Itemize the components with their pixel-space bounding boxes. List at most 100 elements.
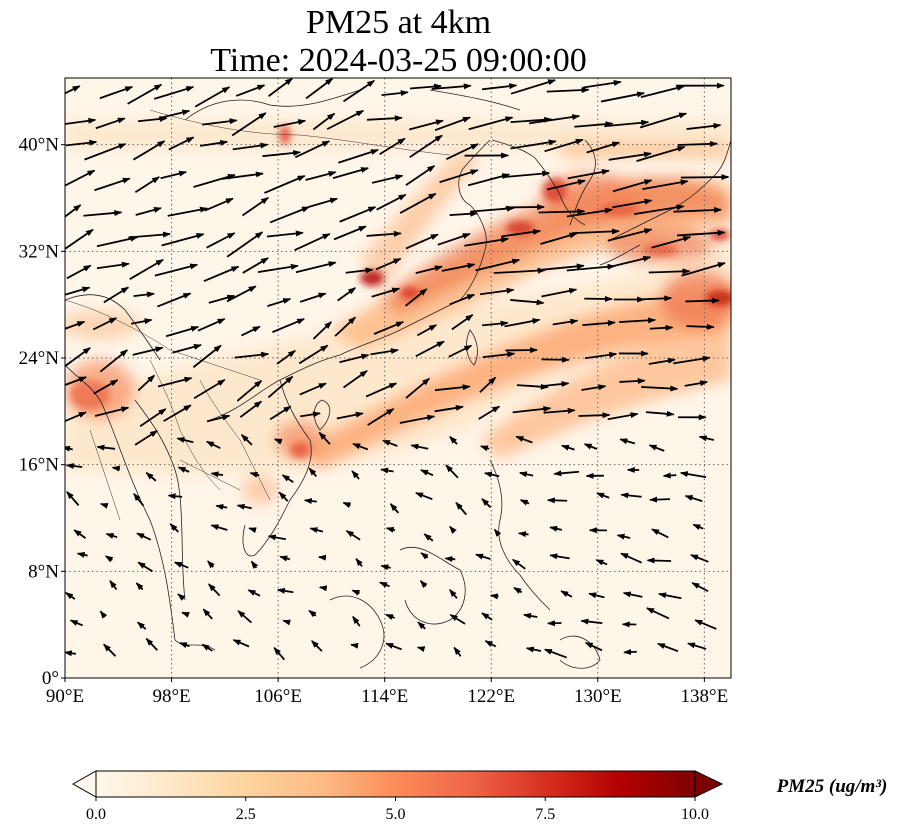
wind-arrow-165 <box>504 318 541 328</box>
wind-arrow-211 <box>139 408 167 428</box>
wind-arrow-153 <box>92 317 118 331</box>
wind-arrow-330 <box>318 585 328 592</box>
wind-arrow-45 <box>294 140 331 159</box>
wind-arrow-178 <box>298 344 329 365</box>
wind-arrow-275 <box>389 503 400 514</box>
wind-arrow-6 <box>268 78 293 97</box>
wind-arrow-70 <box>502 170 551 179</box>
wind-arrow-40 <box>132 140 166 161</box>
wind-arrow-248 <box>111 465 121 472</box>
wind-arrow-215 <box>269 405 292 421</box>
wind-arrow-250 <box>177 466 190 473</box>
wind-arrow-333 <box>419 580 428 589</box>
wind-arrow-282 <box>620 492 642 499</box>
wind-arrow-363 <box>145 637 158 651</box>
wind-arrow-35 <box>604 119 650 128</box>
wind-arrow-5 <box>235 84 266 97</box>
wind-arrow-253 <box>281 474 294 484</box>
wind-arrow-66 <box>371 174 404 184</box>
wind-arrow-122 <box>345 267 374 274</box>
wind-arrow-141 <box>337 287 357 302</box>
wind-arrow-159 <box>312 321 332 340</box>
lat-tick-label-0: 0° <box>42 668 59 689</box>
wind-arrow-175 <box>192 344 222 368</box>
wind-arrow-348 <box>282 619 291 626</box>
wind-arrow-268 <box>133 492 145 507</box>
wind-arrow-186 <box>584 351 618 360</box>
wind-arrow-54 <box>608 151 653 161</box>
wind-arrow-314 <box>420 552 429 560</box>
wind-arrow-24 <box>231 112 267 137</box>
wind-arrow-267 <box>99 502 109 509</box>
wind-arrow-236 <box>352 443 369 451</box>
wind-arrow-22 <box>158 109 191 120</box>
wind-arrow-321 <box>646 557 672 564</box>
wind-arrow-327 <box>208 583 221 597</box>
wind-arrow-279 <box>519 499 530 506</box>
wind-arrow-255 <box>351 470 360 480</box>
wind-arrow-332 <box>379 581 390 588</box>
wind-arrow-9 <box>381 90 409 97</box>
colorbar-ticks: 0.0 2.5 5.0 7.5 10.0 <box>86 797 709 823</box>
wind-arrow-251 <box>210 471 224 478</box>
wind-arrow-137 <box>208 294 236 304</box>
wind-arrow-214 <box>239 400 263 418</box>
wind-arrow-49 <box>445 143 479 160</box>
wind-arrow-271 <box>236 503 252 510</box>
colorbar-tick-label-3: 7.5 <box>535 806 555 823</box>
wind-arrow-180 <box>370 348 399 356</box>
wind-arrow-272 <box>278 491 289 502</box>
wind-arrow-47 <box>379 137 406 155</box>
colorbar-tick-label-0: 0.0 <box>86 806 106 823</box>
wind-arrow-237 <box>382 439 398 447</box>
wind-arrow-216 <box>300 411 321 418</box>
wind-arrow-121 <box>295 261 337 274</box>
wind-arrow-85 <box>376 193 407 211</box>
wind-arrow-190 <box>65 376 87 386</box>
wind-arrow-52 <box>544 138 584 153</box>
wind-arrow-60 <box>160 170 188 180</box>
wind-arrow-117 <box>154 263 199 277</box>
wind-arrow-368 <box>311 640 323 652</box>
wind-arrow-106 <box>437 233 471 246</box>
wind-arrow-135 <box>133 291 155 298</box>
wind-arrow-266 <box>66 491 80 506</box>
lat-tick-label-3: 24°N <box>19 348 60 369</box>
wind-arrow-38 <box>65 139 98 147</box>
lat-tick-label-5: 40°N <box>19 135 60 156</box>
wind-arrow-245 <box>648 444 665 452</box>
wind-arrow-118 <box>203 265 240 283</box>
wind-arrow-25 <box>273 119 307 128</box>
wind-arrow-140 <box>299 292 327 303</box>
colorbar-label: PM25 (ug/m³) <box>776 776 888 797</box>
wind-arrow-82 <box>269 206 310 224</box>
wind-arrow-310 <box>279 555 291 562</box>
wind-arrow-256 <box>380 467 394 474</box>
wind-arrow-100 <box>226 231 264 258</box>
wind-arrow-276 <box>415 492 433 501</box>
wind-arrow-27 <box>326 109 365 130</box>
wind-arrow-284 <box>684 495 703 503</box>
wind-arrow-96 <box>96 235 139 248</box>
wind-arrow-296 <box>449 525 457 534</box>
wind-arrow-364 <box>178 642 190 649</box>
wind-arrow-239 <box>449 436 458 445</box>
wind-arrow-195 <box>236 380 263 402</box>
lon-tick-label-0: 90°E <box>46 686 84 707</box>
wind-arrow-41 <box>168 136 195 151</box>
wind-arrow-246 <box>698 435 715 442</box>
wind-arrow-102 <box>294 233 331 251</box>
colorbar-extend-min <box>71 770 97 798</box>
wind-arrow-20 <box>95 117 126 130</box>
wind-arrow-76 <box>65 204 82 218</box>
wind-arrow-264 <box>662 472 677 479</box>
wind-arrow-307 <box>173 561 189 569</box>
wind-arrow-171 <box>65 347 91 367</box>
wind-arrow-81 <box>241 196 269 217</box>
wind-arrow-158 <box>272 318 306 333</box>
wind-arrow-111 <box>607 228 653 242</box>
wind-arrow-337 <box>560 590 573 598</box>
wind-arrow-303 <box>692 523 704 531</box>
wind-arrow-293 <box>345 530 361 541</box>
wind-arrow-97 <box>128 231 172 239</box>
